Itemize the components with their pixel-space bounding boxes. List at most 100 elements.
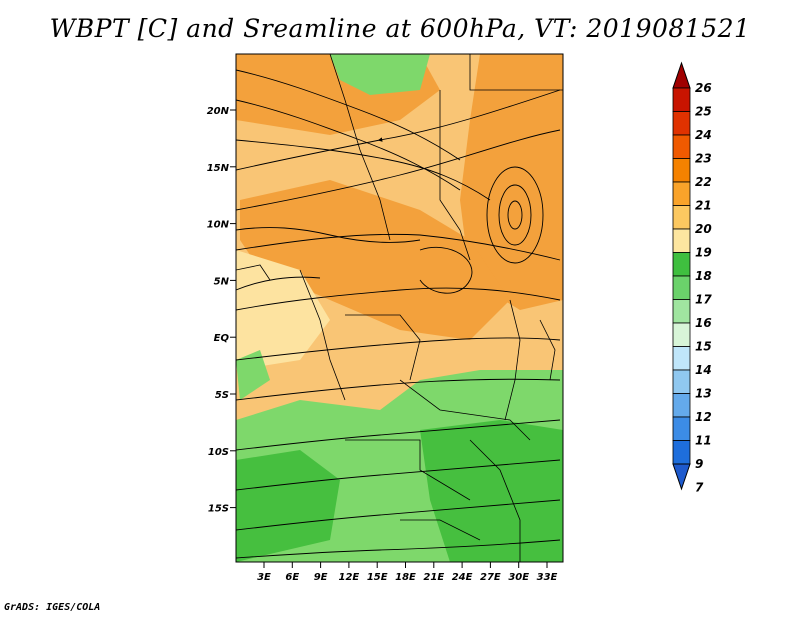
field-southwest-green	[236, 450, 340, 562]
lon-label: 27E	[480, 572, 501, 583]
colorbar-segment	[672, 275, 691, 300]
lat-label: 10S	[208, 447, 229, 458]
lat-label: 15N	[207, 163, 230, 174]
colorbar-label: 15	[695, 340, 712, 354]
field-north-green	[330, 54, 430, 95]
colorbar-segment	[672, 416, 691, 441]
border	[469, 54, 563, 91]
streamline	[236, 378, 561, 401]
streamline	[236, 459, 561, 491]
border	[399, 379, 531, 441]
border	[439, 90, 471, 261]
colorbar-segment	[672, 393, 691, 418]
field-west-green	[236, 350, 270, 400]
lat-label: 15S	[208, 504, 229, 515]
colorbar-label: 18	[695, 269, 712, 283]
lon-label: 15E	[367, 572, 388, 583]
streamline	[236, 89, 561, 171]
colorbar-label: 23	[695, 152, 712, 166]
colorbar-label: 25	[695, 105, 712, 119]
field-southeast-green	[420, 420, 563, 562]
lat-label: 10N	[207, 220, 230, 231]
colorbar-segment	[672, 87, 691, 112]
colorbar-label: 14	[695, 363, 712, 377]
border	[345, 439, 471, 501]
colorbar-segment	[672, 181, 691, 206]
streamline-vortex	[486, 166, 544, 264]
streamline	[236, 99, 461, 191]
coastline	[236, 264, 271, 281]
colorbar-segment	[672, 299, 691, 324]
colorbar-label: 7	[695, 481, 704, 495]
lon-label: 24E	[452, 572, 473, 583]
border	[469, 439, 521, 562]
colorbar-label: 11	[695, 434, 712, 448]
streamline	[236, 337, 561, 361]
border	[299, 269, 346, 401]
colorbar-segment	[672, 228, 691, 253]
colorbar-label: 20	[695, 222, 712, 236]
lat-label: 5S	[215, 390, 229, 401]
streamline	[236, 419, 561, 451]
colorbar-segment	[672, 369, 691, 394]
border	[345, 314, 421, 381]
field-west-cream	[236, 250, 330, 370]
map-area	[236, 54, 563, 562]
streamline	[236, 287, 561, 311]
streamline	[236, 227, 421, 243]
colorbar-label: 26	[695, 81, 712, 95]
lon-label: 18E	[395, 572, 416, 583]
lon-label: 6E	[285, 572, 299, 583]
streamlines	[236, 69, 561, 559]
streamline	[419, 246, 473, 294]
streamline	[236, 499, 561, 531]
latitude-axis: 20N 15N 10N 5N EQ 5S 10S 15S	[207, 106, 236, 515]
lon-label: 21E	[423, 572, 444, 583]
colorbar-label: 22	[695, 175, 712, 189]
colorbar-segment	[672, 158, 691, 183]
colorbar-segment	[672, 346, 691, 371]
lat-label: 20N	[207, 106, 230, 117]
colorbar-label: 21	[695, 199, 712, 213]
grads-credit: GrADS: IGES/COLA	[4, 602, 101, 613]
colorbar-segment	[672, 322, 691, 347]
lat-label: 5N	[214, 276, 230, 287]
colorbar-label: 17	[695, 293, 712, 307]
country-borders	[236, 54, 563, 562]
lon-label: 3E	[257, 572, 271, 583]
streamline	[236, 129, 561, 211]
colorbar-label: 9	[695, 457, 703, 471]
field-northeast-orange	[460, 54, 563, 310]
streamline-vortex	[507, 200, 523, 230]
lon-label: 33E	[537, 572, 558, 583]
streamline	[236, 69, 461, 161]
colorbar-label: 13	[695, 387, 712, 401]
colorbar: 26 25 24 23 22 21 20 19 18 17 16 15 14 13 12 11 9 7	[672, 61, 712, 495]
lon-label: 9E	[314, 572, 328, 583]
colorbar-segment	[672, 134, 691, 159]
border	[400, 519, 481, 541]
lat-label: EQ	[214, 333, 230, 344]
chart-title: WBPT [C] and Sreamline at 600hPa, VT: 20…	[49, 14, 751, 43]
longitude-axis: 3E 6E 9E 12E 15E 18E 21E 24E 27E 30E 33E	[257, 562, 558, 583]
field-central-orange	[240, 180, 510, 340]
streamline-vortex	[498, 184, 532, 246]
map-frame	[235, 53, 564, 563]
colorbar-segment	[672, 440, 691, 465]
colorbar-segment	[672, 205, 691, 230]
colorbar-bottom-arrow	[672, 463, 691, 491]
colorbar-segment	[672, 111, 691, 136]
colorbar-top-arrow	[672, 61, 691, 89]
colorbar-segment	[672, 252, 691, 277]
colorbar-label: 12	[695, 410, 712, 424]
lon-label: 12E	[339, 572, 360, 583]
lon-label: 30E	[508, 572, 529, 583]
lake-outline	[504, 299, 521, 421]
colorbar-label: 19	[695, 246, 712, 260]
streamline	[236, 139, 491, 201]
colorbar-label: 24	[695, 128, 712, 142]
colorbar-label: 16	[695, 316, 712, 330]
border	[329, 54, 391, 241]
streamline	[236, 233, 561, 261]
